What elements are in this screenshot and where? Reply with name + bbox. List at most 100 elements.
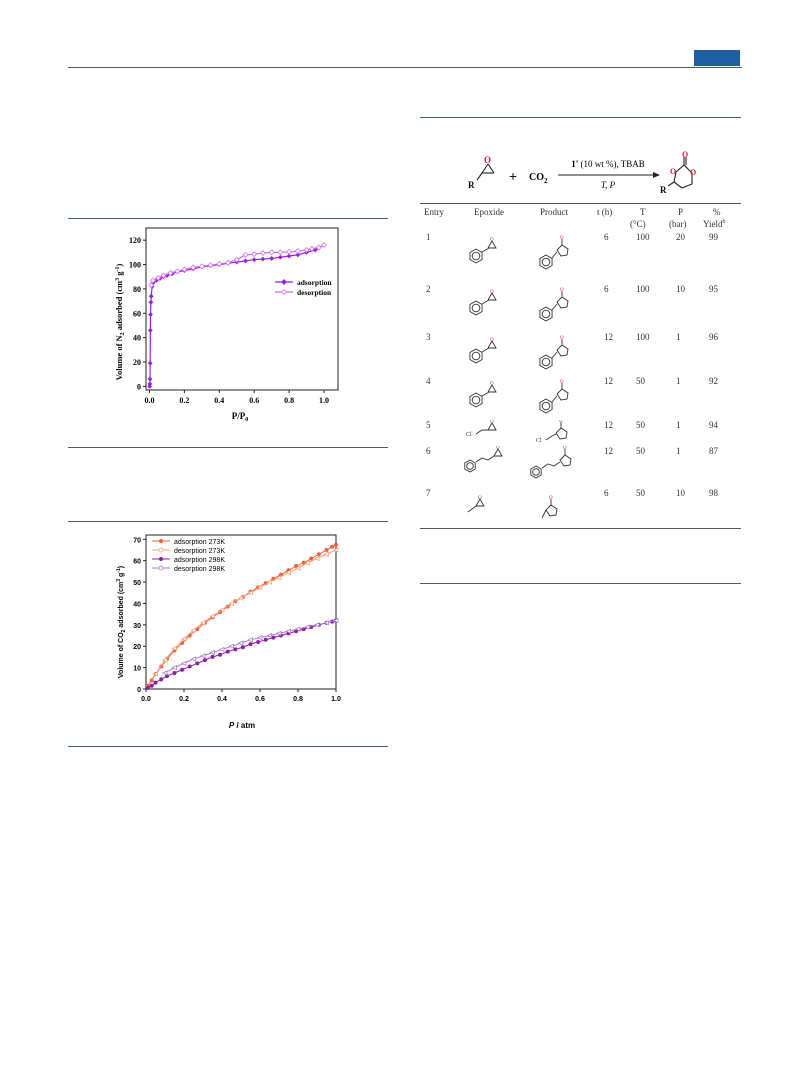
table-cell-time: 6: [604, 284, 609, 294]
n2-point-desorption: [190, 264, 197, 271]
table-cell-yield: 99: [709, 232, 718, 242]
co2-point: [149, 683, 154, 688]
n2-y-axis-label: Volume of N2 adsorbed (cm3 g-1): [114, 263, 126, 380]
co2-point: [153, 680, 158, 685]
n2-point-desorption: [198, 263, 205, 270]
co2-point: [332, 547, 339, 553]
svg-text:O: O: [563, 446, 567, 451]
co2-point: [301, 560, 306, 565]
co2-point: [266, 632, 272, 639]
n2-point-desorption: [277, 249, 284, 256]
svg-text:O: O: [484, 155, 491, 165]
table-cell-entry: 5: [426, 420, 431, 430]
chloro-label: Cl: [536, 438, 542, 444]
n2-point-adsorption: [147, 327, 153, 333]
co2-point: [237, 595, 244, 601]
figure2-top-rule: [68, 521, 388, 522]
co2-point: [271, 635, 276, 640]
co2-legend-label: adsorption 298K: [174, 557, 225, 564]
reaction-scheme: O R + CO2 1' (10 wt %), TBAB T, P O O O …: [468, 150, 696, 195]
table-bottom-rule: [420, 528, 741, 529]
n2-point-adsorption: [147, 381, 153, 387]
co2-point: [202, 658, 207, 663]
co2-point: [233, 647, 238, 652]
co2-point: [159, 677, 164, 682]
n2-x-tick-label: 0.0: [144, 396, 154, 405]
co2-point: [323, 551, 329, 557]
co2-point: [256, 639, 261, 644]
co2-point: [248, 642, 253, 647]
n2-y-tick-label: 0: [137, 382, 141, 391]
header-product: Product: [540, 207, 568, 217]
n2-point-adsorption: [147, 383, 153, 389]
co2-legend-label: adsorption 273K: [174, 539, 225, 546]
header-time: t (h): [597, 207, 613, 217]
n2-point-desorption: [207, 262, 214, 269]
n2-point-adsorption: [269, 256, 275, 261]
co2-point: [285, 628, 291, 634]
co2-point: [285, 569, 291, 576]
n2-y-tick-label: 120: [129, 236, 141, 245]
table-row: 4 12 50 1 92 O O: [420, 376, 741, 420]
co2-point: [275, 575, 282, 581]
co2-y-tick-label: 60: [133, 559, 141, 566]
co2-plot-frame: [145, 534, 337, 690]
table-cell-temp: 100: [636, 284, 650, 294]
n2-point-adsorption: [251, 257, 257, 263]
co2-point: [316, 552, 321, 557]
n2-point-desorption: [294, 248, 301, 255]
svg-text:T, P: T, P: [601, 180, 616, 190]
co2-point: [294, 564, 299, 569]
co2-point: [237, 640, 244, 646]
table-cell-temp: 50: [636, 376, 645, 386]
co2-x-tick-label: 0.6: [255, 696, 265, 703]
table-cell-time: 6: [604, 488, 609, 498]
co2-point: [266, 579, 272, 585]
n2-y-tick-label: 40: [133, 334, 141, 343]
n2-x-tick-label: 1.0: [319, 396, 329, 405]
table-cell-yield: 96: [709, 332, 718, 342]
co2-legend-label: desorption 298K: [174, 566, 225, 573]
n2-point-desorption: [286, 248, 293, 255]
header-yield: %: [713, 207, 721, 217]
table-row: 6 12 50 1 87 O O: [420, 446, 741, 488]
figure-top-rule: [68, 218, 388, 219]
co2-point: [330, 544, 335, 549]
co2-point: [275, 630, 282, 637]
header-temp: T: [640, 207, 646, 217]
n2-point-desorption: [174, 268, 181, 275]
n2-point-desorption: [308, 245, 315, 252]
n2-x-tick-label: 0.6: [249, 396, 259, 405]
n2-point-desorption: [303, 246, 310, 253]
table-cell-yield: 95: [709, 284, 718, 294]
svg-text:+: +: [509, 170, 517, 185]
co2-x-tick-label: 1.0: [331, 696, 341, 703]
table-cell-entry: 3: [426, 332, 431, 342]
chloro-label: Cl: [466, 432, 472, 438]
header-epoxide: Epoxide: [474, 207, 504, 217]
n2-isotherm-chart: 0.0 0.2 0.4 0.6 0.8 1.0 0 20 40 60 80 100 120 adsorp…: [114, 227, 339, 423]
co2-point: [228, 600, 234, 607]
table-cell-time: 12: [604, 446, 613, 456]
n2-point-desorption: [148, 282, 155, 289]
table-cell-pressure: 1: [676, 446, 681, 456]
co2-point: [309, 556, 314, 561]
co2-point: [180, 667, 185, 672]
table-row: 7 6 50 10 98 O O: [420, 488, 741, 528]
table-cell-temp: 100: [636, 232, 650, 242]
svg-text:O: O: [496, 446, 500, 451]
co2-point: [190, 656, 196, 662]
co2-point: [218, 607, 225, 613]
co2-x-tick-label: 0.4: [217, 696, 227, 703]
table-cell-yield: 92: [709, 376, 718, 386]
n2-point-desorption: [225, 259, 232, 266]
table-cell-yield: 94: [709, 420, 718, 430]
table-cell-pressure: 1: [676, 420, 681, 430]
n2-point-adsorption: [260, 256, 266, 262]
co2-x-tick-label: 0.0: [141, 696, 151, 703]
n2-x-axis-label: P/P0: [232, 411, 249, 423]
